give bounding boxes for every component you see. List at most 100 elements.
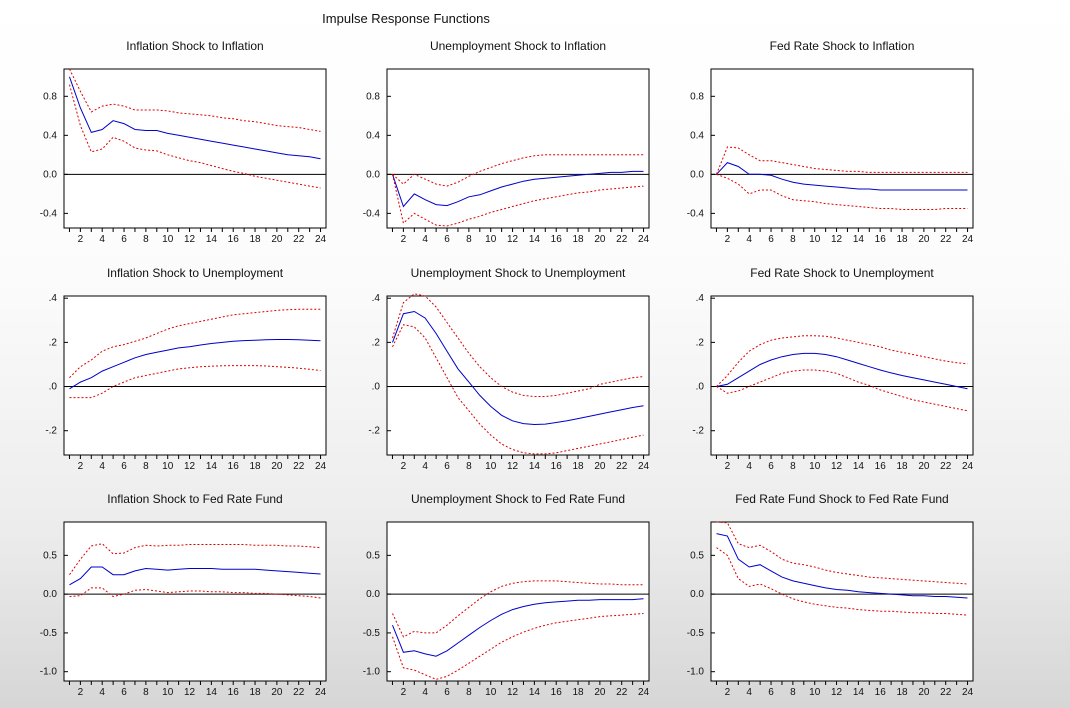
x-tick-label: 4: [99, 234, 105, 245]
response-line: [69, 339, 321, 390]
chart-title: Fed Rate Fund Shock to Fed Rate Fund: [735, 492, 948, 506]
y-tick-label: .2: [49, 337, 58, 348]
y-tick-label: 0.5: [43, 550, 57, 561]
y-tick-label: 0.0: [366, 589, 380, 600]
response-line: [69, 76, 321, 160]
x-tick-label: 4: [422, 234, 428, 245]
x-tick-label: 14: [529, 234, 541, 245]
y-tick-label: -.2: [45, 426, 57, 437]
x-tick-label: 24: [315, 234, 327, 245]
x-tick-label: 22: [293, 687, 305, 698]
x-tick-label: 4: [746, 461, 752, 472]
x-tick-label: 2: [401, 687, 407, 698]
x-tick-label: 18: [249, 234, 261, 245]
x-tick-label: 2: [78, 234, 84, 245]
chart-title: Unemployment Shock to Fed Rate Fund: [411, 492, 625, 506]
x-tick-label: 20: [918, 461, 930, 472]
confidence-band-upper: [716, 146, 968, 175]
confidence-band-upper: [392, 293, 644, 397]
x-tick-label: 8: [466, 461, 472, 472]
confidence-band-upper: [69, 308, 321, 379]
chart-panel: Fed Rate Shock to Inflation 0.8 0.4 0.0 -0.4…: [687, 39, 974, 245]
y-tick-label: .0: [372, 382, 381, 393]
y-tick-label: 0.8: [690, 91, 704, 102]
y-tick-label: 0.4: [690, 130, 704, 141]
y-tick-label: 0.4: [366, 130, 380, 141]
x-tick-label: 20: [594, 687, 606, 698]
plot-frame: [63, 521, 327, 682]
y-tick-label: -0.4: [40, 208, 58, 219]
x-tick-label: 10: [485, 687, 497, 698]
x-tick-label: 8: [790, 687, 796, 698]
x-tick-label: 6: [444, 234, 450, 245]
x-tick-label: 4: [99, 687, 105, 698]
x-tick-label: 20: [594, 461, 606, 472]
x-tick-label: 14: [206, 687, 218, 698]
y-tick-label: .2: [696, 337, 705, 348]
x-tick-label: 12: [831, 234, 843, 245]
plot-frame: [386, 295, 650, 456]
x-tick-label: 16: [551, 461, 563, 472]
x-tick-label: 8: [790, 234, 796, 245]
x-tick-label: 2: [725, 687, 731, 698]
x-tick-label: 4: [746, 234, 752, 245]
response-line: [69, 566, 321, 586]
response-line: [716, 352, 968, 390]
y-tick-label: 0.0: [690, 589, 704, 600]
confidence-band-lower: [392, 613, 644, 680]
x-tick-label: 12: [831, 687, 843, 698]
x-tick-label: 8: [790, 461, 796, 472]
x-tick-label: 22: [940, 687, 952, 698]
y-tick-label: 0.5: [366, 550, 380, 561]
x-tick-label: 6: [768, 687, 774, 698]
confidence-band-lower: [392, 324, 644, 455]
x-tick-label: 12: [184, 234, 196, 245]
x-tick-label: 20: [271, 461, 283, 472]
x-tick-label: 4: [746, 687, 752, 698]
y-tick-label: 0.8: [43, 91, 57, 102]
x-tick-label: 2: [78, 461, 84, 472]
chart-title: Unemployment Shock to Inflation: [430, 39, 606, 53]
y-tick-label: 0.5: [690, 550, 704, 561]
x-tick-label: 10: [162, 234, 174, 245]
y-tick-label: .2: [372, 337, 381, 348]
chart-panel: Inflation Shock to Inflation 0.8 0.4 0.0 -0.…: [40, 39, 327, 245]
chart-panel: Inflation Shock to Fed Rate Fund 0.5 0.0 -0…: [40, 492, 327, 698]
confidence-band-upper: [392, 580, 644, 638]
y-tick-label: -1.0: [363, 667, 381, 678]
x-tick-label: 18: [572, 687, 584, 698]
x-tick-label: 18: [896, 687, 908, 698]
y-tick-label: .0: [49, 382, 58, 393]
x-tick-label: 14: [529, 687, 541, 698]
figure-title: Impulse Response Functions: [322, 11, 490, 26]
x-tick-label: 2: [401, 461, 407, 472]
x-tick-label: 24: [638, 234, 650, 245]
confidence-band-lower: [69, 587, 321, 599]
y-tick-label: -0.5: [40, 628, 58, 639]
x-tick-label: 18: [249, 461, 261, 472]
x-tick-label: 6: [768, 461, 774, 472]
chart-panel: Unemployment Shock to Inflation 0.8 0.4 0.0…: [363, 39, 650, 245]
x-tick-label: 22: [293, 461, 305, 472]
x-tick-label: 2: [725, 234, 731, 245]
x-tick-label: 12: [507, 234, 519, 245]
x-tick-label: 6: [121, 687, 127, 698]
x-tick-label: 4: [99, 461, 105, 472]
y-tick-label: 0.0: [43, 169, 57, 180]
y-tick-label: -.2: [692, 426, 704, 437]
x-tick-label: 16: [875, 687, 887, 698]
x-tick-label: 20: [918, 687, 930, 698]
y-tick-label: .0: [696, 382, 705, 393]
x-tick-label: 18: [896, 234, 908, 245]
x-tick-label: 16: [551, 687, 563, 698]
y-tick-label: -0.5: [687, 628, 705, 639]
x-tick-label: 18: [249, 687, 261, 698]
confidence-band-upper: [69, 543, 321, 575]
x-tick-label: 24: [962, 461, 974, 472]
x-tick-label: 6: [444, 461, 450, 472]
x-tick-label: 16: [228, 687, 240, 698]
x-tick-label: 24: [315, 687, 327, 698]
y-tick-label: 0.8: [366, 91, 380, 102]
x-tick-label: 4: [422, 461, 428, 472]
x-tick-label: 6: [768, 234, 774, 245]
